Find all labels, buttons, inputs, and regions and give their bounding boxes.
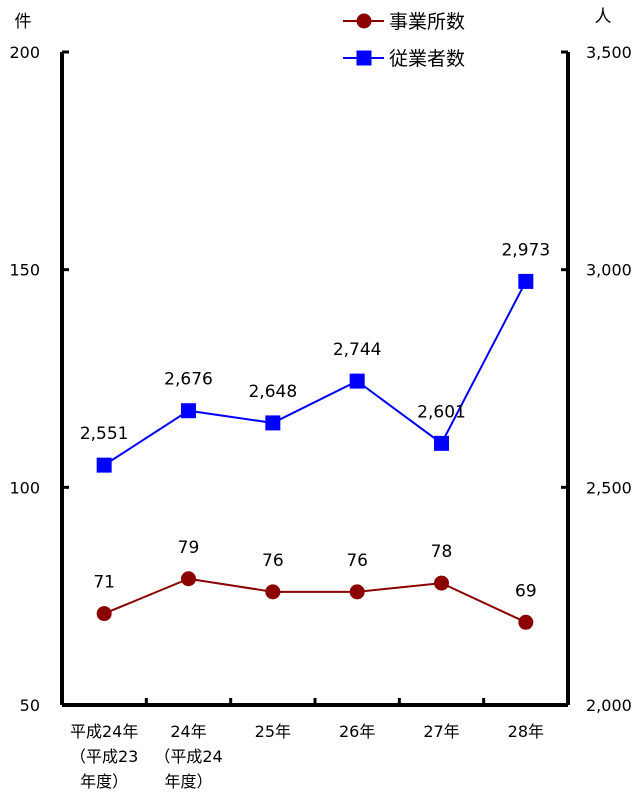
x-tick-label: 28年 xyxy=(508,722,544,741)
data-point-2 xyxy=(181,403,196,419)
x-tick-label: 25年 xyxy=(255,722,291,741)
y-left-tick-label: 50 xyxy=(20,696,40,715)
data-label: 2,973 xyxy=(501,240,550,260)
data-label: 2,601 xyxy=(417,402,466,422)
data-point-1 xyxy=(181,571,196,587)
series-line-1 xyxy=(103,577,527,624)
data-point-1 xyxy=(518,614,534,630)
data-point-1 xyxy=(349,584,365,600)
data-label: 78 xyxy=(431,542,453,562)
y-right-tick-label: 3,500 xyxy=(586,43,632,62)
data-point-2 xyxy=(265,415,281,431)
data-point-1 xyxy=(434,575,449,591)
x-tick-label: 24年 xyxy=(170,722,206,741)
legend-marker xyxy=(356,50,372,66)
data-label: 2,676 xyxy=(164,370,213,390)
y-right-unit: 人 xyxy=(595,7,612,27)
data-label: 2,744 xyxy=(333,340,382,360)
x-tick-label: 26年 xyxy=(339,722,375,741)
data-label: 2,648 xyxy=(248,382,297,402)
y-left-tick-label: 200 xyxy=(9,43,40,62)
x-tick-label: 平成24年 xyxy=(70,722,138,741)
y-left-tick-label: 100 xyxy=(9,478,40,497)
data-label: 2,551 xyxy=(80,424,129,444)
data-point-2 xyxy=(518,273,534,289)
y-left-unit: 件 xyxy=(15,12,32,32)
data-point-2 xyxy=(349,373,365,389)
y-right-tick-label: 2,000 xyxy=(586,696,632,715)
x-tick-label: 年度） xyxy=(80,772,128,791)
data-point-1 xyxy=(96,606,112,622)
x-tick-label: （平成24 xyxy=(154,747,222,766)
y-right-tick-label: 3,000 xyxy=(586,261,632,280)
x-tick-label: 年度） xyxy=(164,772,212,791)
data-point-2 xyxy=(434,435,449,451)
data-label: 76 xyxy=(262,551,284,571)
x-tick-label: 27年 xyxy=(423,722,459,741)
y-left-tick-label: 150 xyxy=(9,261,40,280)
data-label: 71 xyxy=(93,573,115,593)
y-right-tick-label: 2,500 xyxy=(586,478,632,497)
data-point-2 xyxy=(96,457,112,473)
legend-marker xyxy=(356,13,372,29)
data-label: 79 xyxy=(178,538,200,558)
data-label: 69 xyxy=(515,581,537,601)
legend-label: 従業者数 xyxy=(389,48,465,70)
x-tick-label: （平成23 xyxy=(70,747,138,766)
series-line-2 xyxy=(103,280,527,466)
data-label: 76 xyxy=(346,551,368,571)
data-point-1 xyxy=(265,584,281,600)
legend-label: 事業所数 xyxy=(389,11,465,33)
